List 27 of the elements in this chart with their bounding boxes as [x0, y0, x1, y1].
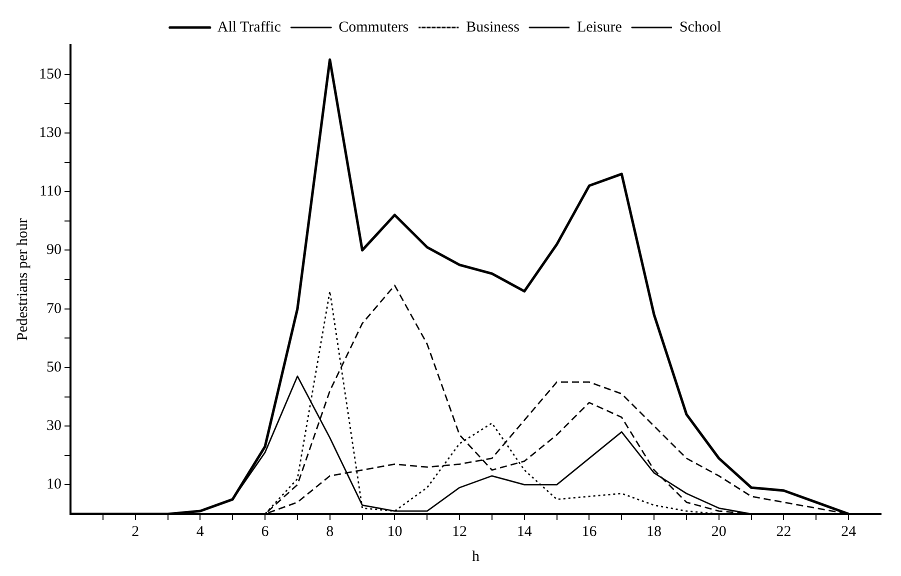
y-axis-title: Pedestrians per hour	[14, 218, 31, 341]
x-tick-label: 14	[516, 524, 532, 540]
legend-label: Leisure	[576, 19, 622, 36]
x-tick-label: 10	[387, 524, 402, 540]
x-tick-label: 8	[326, 524, 334, 540]
legend-label: Business	[466, 19, 520, 36]
x-tick-label: 24	[841, 524, 857, 540]
legend-label: Commuters	[338, 19, 409, 36]
x-axis-title: h	[472, 548, 480, 565]
x-tick-label: 12	[452, 524, 468, 540]
x-tick-label: 16	[582, 524, 598, 540]
x-tick-label: 4	[196, 524, 204, 540]
x-tick-label: 22	[776, 524, 792, 540]
legend-label: School	[679, 19, 722, 36]
y-tick-label: 130	[39, 124, 62, 141]
x-tick-label: 20	[711, 524, 726, 540]
x-tick-label: 18	[646, 524, 662, 540]
y-tick-label: 30	[46, 418, 62, 434]
y-tick-label: 50	[46, 359, 62, 376]
y-tick-label: 150	[39, 66, 62, 82]
y-tick-label: 90	[46, 242, 62, 258]
x-tick-label: 2	[132, 524, 140, 540]
y-tick-label: 10	[46, 476, 62, 493]
y-tick-label: 70	[46, 300, 62, 317]
x-tick-label: 6	[261, 524, 270, 540]
legend-label: All Traffic	[217, 19, 282, 36]
y-tick-label: 110	[40, 184, 62, 200]
